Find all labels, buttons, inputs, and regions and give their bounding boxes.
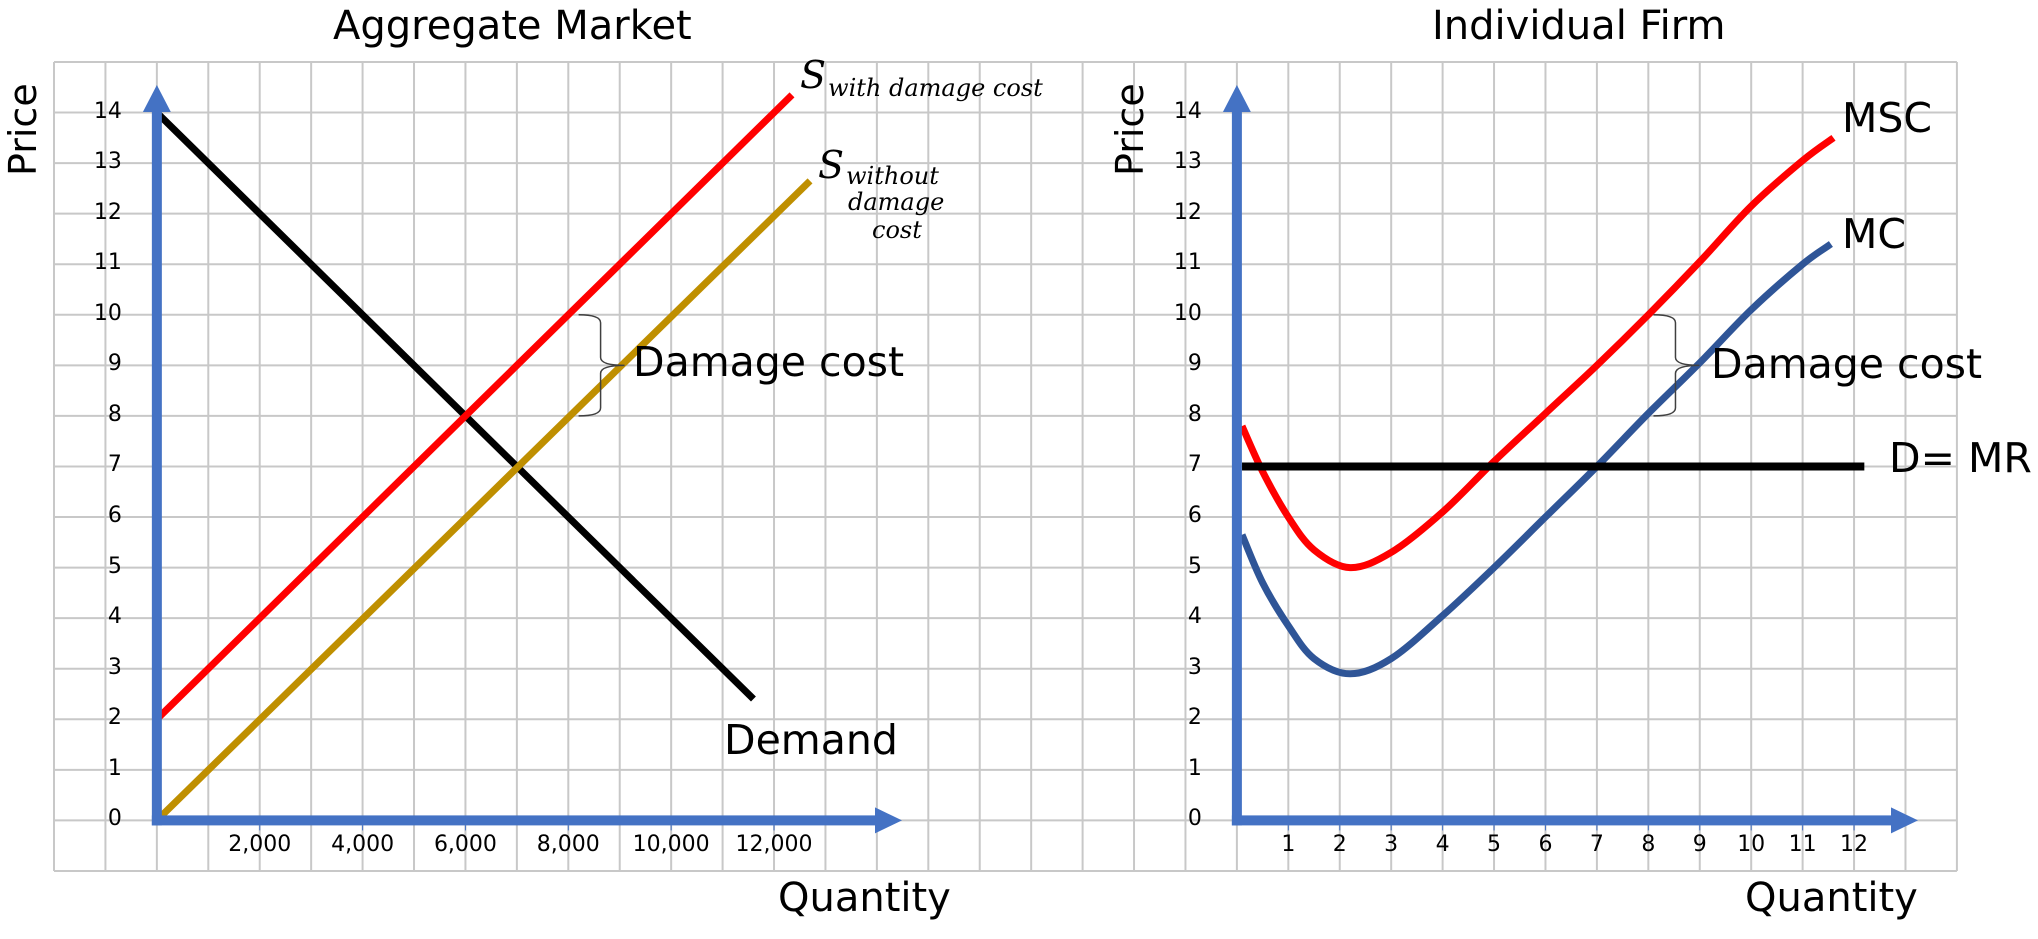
x-axis-arrow-icon bbox=[1891, 807, 1918, 834]
y-tick-label: 3 bbox=[107, 654, 122, 680]
x-tick-label: 12 bbox=[1840, 832, 1869, 858]
x-tick-label: 8,000 bbox=[536, 832, 600, 858]
supply-with-damage-symbol: S bbox=[800, 53, 827, 97]
x-tick-label: 11 bbox=[1788, 832, 1817, 858]
y-tick-label: 10 bbox=[1173, 300, 1202, 326]
left-y-axis bbox=[151, 111, 162, 826]
x-tick-label: 1 bbox=[1281, 832, 1296, 858]
right-chart-title: Individual Firm bbox=[1432, 3, 1726, 49]
y-tick-label: 6 bbox=[1187, 503, 1202, 529]
y-tick-label: 14 bbox=[93, 98, 122, 124]
x-tick-label: 8 bbox=[1641, 832, 1656, 858]
x-tick-label: 7 bbox=[1589, 832, 1604, 858]
y-tick-label: 11 bbox=[93, 250, 122, 276]
y-tick-label: 3 bbox=[1187, 654, 1202, 680]
x-tick-label: 4,000 bbox=[331, 832, 395, 858]
right-damage-cost-label: Damage cost bbox=[1711, 340, 1983, 388]
supply-without-subscript-line-3: cost bbox=[872, 216, 922, 244]
x-tick-label: 4 bbox=[1435, 832, 1450, 858]
supply-without-damage-label: S bbox=[818, 146, 844, 184]
series-mc bbox=[1238, 241, 1833, 678]
series-demand bbox=[154, 110, 756, 702]
d-mr-label: D= MR bbox=[1889, 434, 2032, 482]
y-tick-label: 5 bbox=[107, 553, 122, 579]
y-tick-label: 5 bbox=[1187, 553, 1202, 579]
x-tick-label: 2 bbox=[1332, 832, 1347, 858]
supply-without-damage-symbol: S bbox=[818, 143, 845, 187]
x-axis-arrow-icon bbox=[875, 807, 902, 834]
y-tick-label: 2 bbox=[1187, 705, 1202, 731]
y-tick-label: 4 bbox=[1187, 604, 1202, 630]
y-tick-label: 12 bbox=[1173, 199, 1202, 225]
x-tick-label: 6 bbox=[1538, 832, 1553, 858]
damage-cost-brace-icon bbox=[1653, 314, 1700, 417]
damage-cost-brace-icon bbox=[578, 314, 625, 417]
y-tick-label: 7 bbox=[107, 452, 122, 478]
left-x-axis bbox=[151, 815, 877, 826]
y-axis-arrow-icon bbox=[1222, 85, 1251, 112]
x-tick-label: 3 bbox=[1384, 832, 1399, 858]
y-tick-label: 6 bbox=[107, 503, 122, 529]
x-tick-label: 5 bbox=[1487, 832, 1502, 858]
y-tick-label: 12 bbox=[93, 199, 122, 225]
supply-with-damage-label: Swith damage cost bbox=[800, 53, 1043, 100]
axes-layer bbox=[142, 85, 1918, 834]
y-tick-label: 1 bbox=[107, 755, 122, 781]
y-tick-label: 0 bbox=[107, 806, 122, 832]
right-x-axis bbox=[1231, 815, 1892, 826]
msc-label: MSC bbox=[1842, 94, 1933, 142]
x-tick-label: 9 bbox=[1692, 832, 1707, 858]
y-tick-label: 14 bbox=[1173, 98, 1202, 124]
y-tick-label: 11 bbox=[1173, 250, 1202, 276]
x-tick-label: 12,000 bbox=[735, 832, 813, 858]
right-y-axis bbox=[1231, 111, 1242, 826]
y-tick-label: 10 bbox=[93, 300, 122, 326]
y-tick-label: 8 bbox=[107, 401, 122, 427]
series-msc bbox=[1238, 135, 1836, 572]
right-x-axis-title: Quantity bbox=[1745, 875, 1918, 921]
x-tick-label: 2,000 bbox=[228, 832, 292, 858]
x-tick-label: 6,000 bbox=[433, 832, 497, 858]
y-tick-label: 2 bbox=[107, 705, 122, 731]
x-tick-label: 10 bbox=[1737, 832, 1766, 858]
left-x-axis-title: Quantity bbox=[778, 875, 951, 921]
y-tick-label: 0 bbox=[1187, 806, 1202, 832]
supply-without-subscript-line-1: without bbox=[846, 162, 939, 190]
series-s-without-damage-cost bbox=[154, 178, 813, 823]
series-s-with-damage-cost bbox=[154, 92, 795, 722]
y-tick-label: 9 bbox=[107, 351, 122, 377]
demand-label: Demand bbox=[724, 716, 898, 764]
right-y-axis-title: Price bbox=[1108, 83, 1152, 176]
y-tick-label: 1 bbox=[1187, 755, 1202, 781]
supply-with-damage-subscript: with damage cost bbox=[828, 74, 1043, 102]
left-chart-title: Aggregate Market bbox=[333, 3, 692, 49]
series-layer bbox=[154, 92, 1865, 823]
mc-label: MC bbox=[1842, 210, 1907, 258]
left-damage-cost-label: Damage cost bbox=[633, 338, 905, 386]
x-tick-label: 10,000 bbox=[632, 832, 710, 858]
y-tick-label: 8 bbox=[1187, 401, 1202, 427]
y-tick-label: 4 bbox=[107, 604, 122, 630]
left-y-axis-title: Price bbox=[1, 83, 45, 176]
y-tick-label: 7 bbox=[1187, 452, 1202, 478]
y-tick-label: 9 bbox=[1187, 351, 1202, 377]
brace-layer bbox=[578, 314, 1700, 417]
y-tick-label: 13 bbox=[1173, 149, 1202, 175]
y-tick-label: 13 bbox=[93, 149, 122, 175]
y-axis-arrow-icon bbox=[142, 85, 171, 112]
supply-without-subscript-line-2: damage bbox=[848, 188, 945, 216]
